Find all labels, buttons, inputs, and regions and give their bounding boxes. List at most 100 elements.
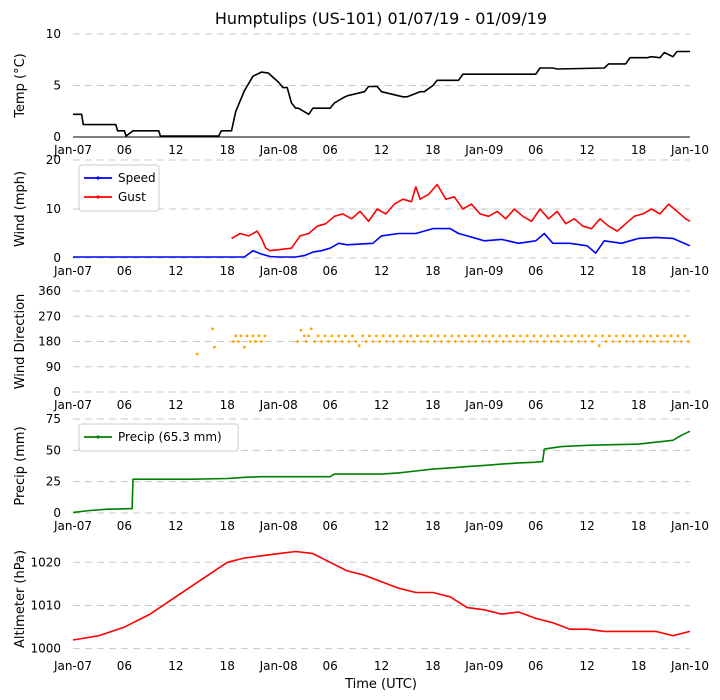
wind-direction-point-44 bbox=[392, 340, 395, 343]
precipitation-x-tick-label-7: 18 bbox=[425, 519, 440, 533]
wind-direction-point-15 bbox=[296, 340, 299, 343]
precipitation-x-tick-label-9: 06 bbox=[528, 519, 543, 533]
temperature-x-tick-label-1: 06 bbox=[117, 143, 132, 157]
wind-direction-point-68 bbox=[474, 340, 478, 343]
wind-direction-point-70 bbox=[481, 340, 485, 343]
wind-direction-point-37 bbox=[368, 334, 371, 338]
altimeter-x-tick-label-3: 18 bbox=[220, 659, 235, 673]
wind-direction-point-10 bbox=[251, 334, 255, 338]
wind-direction-point-57 bbox=[436, 334, 440, 338]
wind-direction-x-tick-label-9: 06 bbox=[528, 398, 543, 412]
wind-direction-point-76 bbox=[501, 340, 505, 343]
wind-direction-point-29 bbox=[340, 340, 344, 343]
precipitation-x-tick-label-2: 12 bbox=[168, 519, 183, 533]
precipitation-y-tick-label-0: 0 bbox=[53, 506, 61, 520]
wind-direction-point-93 bbox=[560, 334, 563, 338]
altimeter-x-tick-label-12: Jan-10 bbox=[670, 659, 709, 673]
wind-direction-point-114 bbox=[632, 340, 635, 343]
wind-legend-marker-0 bbox=[96, 176, 100, 180]
wind-direction-y-tick-label-0: 0 bbox=[53, 385, 61, 399]
wind-direction-y-axis-label: Wind Direction bbox=[13, 294, 28, 390]
wind-direction-point-34 bbox=[357, 344, 361, 348]
panel-temperature: 0 5 10 Jan-07 06 12 18 Jan-08 06 12 18 Jan-09 06 12 18… bbox=[13, 27, 709, 157]
wind-direction-x-tick-label-7: 18 bbox=[425, 398, 440, 412]
wind-x-tick-label-4: Jan-08 bbox=[259, 264, 298, 278]
wind-direction-point-109 bbox=[614, 334, 618, 338]
wind-direction-point-55 bbox=[429, 334, 433, 338]
precipitation-x-tick-label-6: 12 bbox=[374, 519, 389, 533]
precipitation-y-tick-label-3: 75 bbox=[46, 412, 61, 426]
altimeter-y-tick-label-0: 1000 bbox=[30, 642, 61, 656]
wind-direction-x-tick-label-10: 12 bbox=[580, 398, 595, 412]
wind-direction-point-107 bbox=[608, 334, 611, 338]
wind-direction-point-13 bbox=[260, 340, 263, 343]
wind-direction-point-2 bbox=[212, 345, 216, 349]
wind-direction-point-25 bbox=[326, 340, 330, 343]
wind-direction-point-84 bbox=[529, 340, 533, 343]
wind-direction-point-52 bbox=[419, 340, 423, 343]
wind-direction-point-31 bbox=[347, 340, 351, 343]
wind-direction-point-6 bbox=[239, 334, 243, 338]
wind-direction-point-12 bbox=[257, 334, 261, 338]
wind-direction-point-117 bbox=[642, 334, 646, 338]
wind-direction-point-110 bbox=[618, 340, 622, 343]
wind-direction-point-59 bbox=[443, 334, 447, 338]
precipitation-series-line-0 bbox=[72, 430, 691, 514]
altimeter-y-tick-label-2: 1020 bbox=[30, 555, 61, 569]
precipitation-x-tick-label-3: 18 bbox=[220, 519, 235, 533]
wind-direction-point-105 bbox=[601, 334, 604, 338]
wind-direction-point-108 bbox=[611, 340, 615, 343]
wind-direction-point-119 bbox=[649, 334, 652, 338]
temperature-x-tick-label-6: 12 bbox=[374, 143, 389, 157]
altimeter-x-tick-label-10: 12 bbox=[580, 659, 595, 673]
wind-direction-point-69 bbox=[477, 334, 481, 338]
wind-x-tick-label-3: 18 bbox=[220, 264, 235, 278]
wind-direction-point-78 bbox=[508, 340, 512, 343]
wind-x-tick-label-1: 06 bbox=[117, 264, 132, 278]
wind-direction-point-53 bbox=[422, 334, 426, 338]
wind-direction-point-120 bbox=[652, 340, 656, 343]
temperature-x-tick-label-4: Jan-08 bbox=[259, 143, 298, 157]
wind-direction-point-94 bbox=[563, 340, 567, 343]
wind-direction-point-20 bbox=[309, 327, 313, 331]
wind-direction-point-129 bbox=[683, 334, 687, 338]
wind-x-tick-label-10: 12 bbox=[580, 264, 595, 278]
wind-direction-point-42 bbox=[385, 340, 389, 343]
wind-direction-point-9 bbox=[248, 340, 252, 343]
temperature-series-0-marks bbox=[73, 50, 690, 137]
wind-direction-point-124 bbox=[666, 340, 670, 343]
precipitation-y-tick-label-1: 25 bbox=[46, 475, 61, 489]
wind-direction-point-98 bbox=[577, 340, 580, 343]
wind-direction-point-130 bbox=[686, 340, 690, 343]
wind-direction-point-26 bbox=[330, 334, 334, 338]
precipitation-y-tick-label-2: 50 bbox=[46, 443, 61, 457]
wind-legend-label-0: Speed bbox=[118, 171, 156, 185]
altimeter-x-tick-label-0: Jan-07 bbox=[53, 659, 92, 673]
precipitation-y-axis-label: Precip (mm) bbox=[13, 426, 28, 505]
wind-legend: Speed Gust bbox=[78, 164, 160, 212]
wind-direction-point-81 bbox=[518, 334, 522, 338]
temperature-x-tick-label-7: 18 bbox=[425, 143, 440, 157]
wind-direction-point-102 bbox=[590, 340, 594, 343]
wind-direction-point-33 bbox=[354, 340, 358, 343]
wind-x-tick-label-5: 06 bbox=[322, 264, 337, 278]
wind-direction-point-35 bbox=[361, 334, 365, 338]
wind-direction-point-14 bbox=[263, 334, 267, 338]
precipitation-x-tick-label-8: Jan-09 bbox=[464, 519, 503, 533]
wind-direction-point-106 bbox=[604, 340, 608, 343]
wind-direction-point-27 bbox=[333, 340, 337, 343]
wind-direction-point-80 bbox=[515, 340, 519, 343]
wind-direction-point-49 bbox=[409, 334, 413, 338]
wind-direction-point-103 bbox=[594, 334, 598, 338]
wind-direction-x-tick-label-1: 06 bbox=[117, 398, 132, 412]
temperature-x-tick-label-2: 12 bbox=[168, 143, 183, 157]
wind-direction-point-11 bbox=[254, 340, 257, 343]
temperature-y-tick-label-0: 0 bbox=[53, 130, 61, 144]
chart-title: Humptulips (US-101) 01/07/19 - 01/09/19 bbox=[215, 9, 547, 28]
precipitation-x-tick-label-10: 12 bbox=[580, 519, 595, 533]
wind-direction-series-0-marks bbox=[195, 327, 690, 356]
wind-direction-x-tick-label-0: Jan-07 bbox=[53, 398, 92, 412]
precipitation-x-tick-label-1: 06 bbox=[117, 519, 132, 533]
wind-direction-point-47 bbox=[402, 334, 406, 338]
altimeter-x-tick-label-7: 18 bbox=[425, 659, 440, 673]
